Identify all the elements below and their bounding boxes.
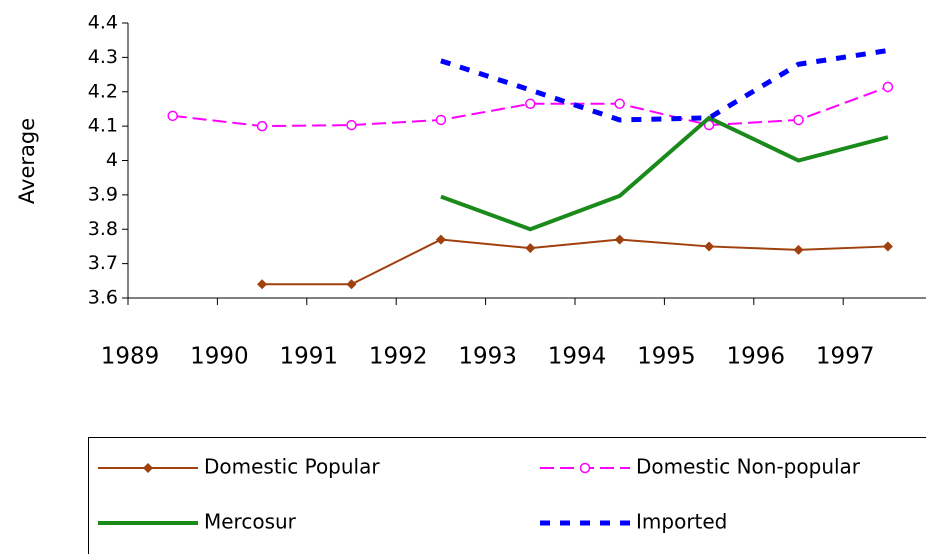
- y-tick-label: 4.4: [88, 12, 118, 34]
- y-axis-label: Average: [15, 118, 39, 204]
- legend-marker: [579, 462, 591, 474]
- data-point: [614, 234, 625, 245]
- x-tick-label: 1996: [727, 344, 786, 370]
- data-point: [435, 234, 446, 245]
- y-tick-label: 3.7: [88, 252, 118, 274]
- legend-label: Imported: [636, 510, 727, 534]
- x-tick-label: 1997: [816, 344, 875, 370]
- x-tick-label: 1991: [280, 344, 339, 370]
- data-point: [525, 243, 536, 254]
- series-line: [172, 85, 889, 128]
- data-point: [346, 279, 357, 290]
- data-point: [882, 81, 894, 93]
- y-tick-label: 3.8: [88, 218, 118, 240]
- y-tick-label: 3.9: [88, 183, 118, 205]
- data-point: [703, 119, 715, 131]
- series-line: [440, 115, 889, 232]
- y-tick-label: 4: [106, 149, 118, 171]
- data-point: [435, 114, 447, 126]
- data-point: [256, 120, 268, 132]
- data-point: [793, 244, 804, 255]
- x-tick-label: 1989: [101, 344, 160, 370]
- data-point: [704, 241, 715, 252]
- data-point: [882, 241, 893, 252]
- y-tick-label: 4.3: [88, 46, 118, 68]
- data-point: [257, 279, 268, 290]
- x-tick-label: 1992: [369, 344, 428, 370]
- series-line: [440, 48, 889, 123]
- legend-marker: [143, 463, 153, 473]
- series-line: [262, 238, 888, 286]
- legend-box: [88, 437, 926, 554]
- x-tick-label: 1995: [637, 344, 696, 370]
- y-tick-label: 3.6: [88, 287, 118, 309]
- legend-label: Domestic Non-popular: [636, 455, 861, 479]
- x-tick-label: 1993: [458, 344, 517, 370]
- legend-label: Mercosur: [204, 510, 297, 534]
- data-point: [614, 98, 625, 110]
- x-tick-label: 1994: [548, 344, 607, 370]
- y-tick-label: 4.1: [88, 115, 118, 137]
- legend-label: Domestic Popular: [204, 455, 380, 479]
- y-tick-label: 4.2: [88, 80, 118, 102]
- data-point: [346, 119, 357, 131]
- data-point: [525, 98, 536, 110]
- data-point: [793, 114, 804, 126]
- x-tick-label: 1990: [190, 344, 249, 370]
- data-point: [167, 110, 178, 122]
